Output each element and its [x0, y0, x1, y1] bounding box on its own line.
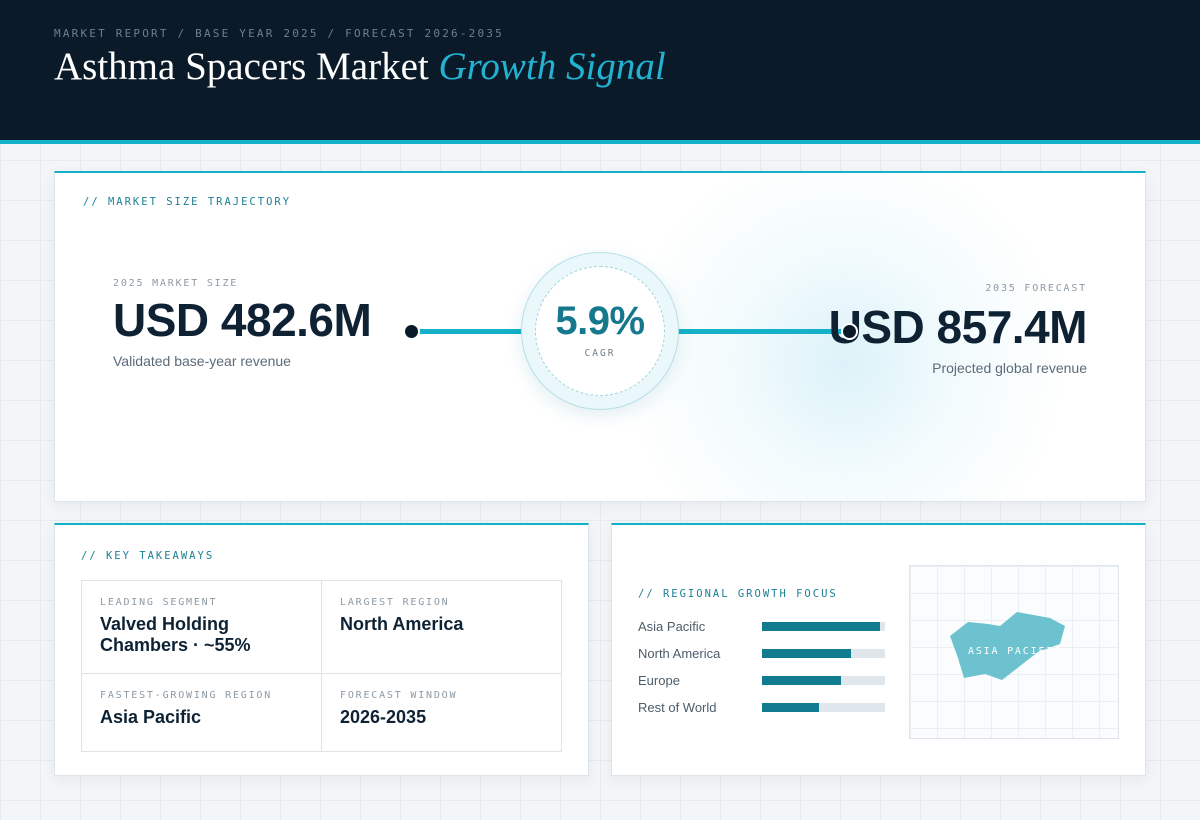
page-title: Asthma Spacers Market Growth Signal — [54, 44, 666, 89]
base-year-label: 2025 MARKET SIZE — [113, 278, 239, 289]
asia-pacific-shape — [950, 612, 1065, 680]
forecast-block: 2035 FORECAST USD 857.4M Projected globa… — [828, 278, 1088, 376]
takeaway-value: North America — [340, 614, 464, 634]
region-row: Europe — [638, 672, 888, 699]
report-header: MARKET REPORT / BASE YEAR 2025 / FORECAS… — [0, 0, 1200, 144]
takeaway-value: Valved Holding Chambers · ~55% — [100, 614, 251, 655]
base-year-value: USD 482.6M — [113, 294, 372, 346]
region-bar-track — [762, 676, 885, 685]
takeaways-section-label: // KEY TAKEAWAYS — [81, 550, 215, 562]
cagr-inner-circle: 5.9% CAGR — [535, 266, 665, 396]
region-bar — [762, 703, 819, 712]
takeaway-label: FASTEST-GROWING REGION — [100, 690, 273, 701]
forecast-value: USD 857.4M — [828, 301, 1088, 353]
takeaways-grid: LEADING SEGMENT Valved Holding Chambers … — [81, 580, 562, 752]
takeaway-label: LEADING SEGMENT — [100, 597, 218, 608]
asia-pacific-map-icon — [950, 612, 1065, 680]
region-name: Asia Pacific — [638, 619, 706, 634]
trajectory-end-dot — [841, 323, 858, 340]
regional-bar-chart: Asia Pacific North America Europe Rest of W… — [638, 618, 888, 726]
takeaway-forecast-window: FORECAST WINDOW 2026-2035 — [322, 674, 561, 751]
takeaway-value: 2026-2035 — [340, 707, 427, 727]
region-row: North America — [638, 645, 888, 672]
region-bar — [762, 649, 851, 658]
map-region-label: ASIA PACIFIC — [968, 646, 1062, 657]
base-year-block: 2025 MARKET SIZE USD 482.6M Validated ba… — [113, 278, 372, 369]
forecast-label: 2035 FORECAST — [985, 283, 1087, 294]
region-map: ASIA PACIFIC — [909, 565, 1119, 739]
region-row: Asia Pacific — [638, 618, 888, 645]
regional-growth-card: // REGIONAL GROWTH FOCUS Asia Pacific Nor… — [611, 523, 1146, 776]
takeaway-largest-region: LARGEST REGION North America — [322, 581, 561, 674]
regional-section-label: // REGIONAL GROWTH FOCUS — [638, 588, 838, 600]
takeaway-leading-segment: LEADING SEGMENT Valved Holding Chambers … — [82, 581, 322, 674]
cagr-label: CAGR — [584, 348, 616, 359]
key-takeaways-card: // KEY TAKEAWAYS LEADING SEGMENT Valved … — [54, 523, 589, 776]
trajectory-section-label: // MARKET SIZE TRAJECTORY — [83, 196, 292, 208]
region-bar — [762, 676, 841, 685]
title-main: Asthma Spacers Market — [54, 45, 429, 88]
base-year-caption: Validated base-year revenue — [113, 353, 291, 369]
forecast-caption: Projected global revenue — [932, 360, 1087, 376]
region-bar-track — [762, 622, 885, 631]
region-row: Rest of World — [638, 699, 888, 726]
region-bar-track — [762, 649, 885, 658]
region-name: Rest of World — [638, 700, 717, 715]
takeaway-label: FORECAST WINDOW — [340, 690, 458, 701]
takeaway-label: LARGEST REGION — [340, 597, 450, 608]
region-bar — [762, 622, 881, 631]
report-kicker: MARKET REPORT / BASE YEAR 2025 / FORECAS… — [54, 27, 504, 40]
cagr-value: 5.9% — [555, 299, 645, 343]
title-accent: Growth Signal — [438, 45, 666, 88]
market-size-trajectory-card: // MARKET SIZE TRAJECTORY 2025 MARKET SI… — [54, 171, 1146, 502]
trajectory-start-dot — [403, 323, 420, 340]
region-name: North America — [638, 646, 721, 661]
region-bar-track — [762, 703, 885, 712]
takeaway-fastest-growing-region: FASTEST-GROWING REGION Asia Pacific — [82, 674, 322, 751]
takeaway-value: Asia Pacific — [100, 707, 202, 727]
cagr-badge: 5.9% CAGR — [521, 252, 679, 410]
region-name: Europe — [638, 673, 680, 688]
